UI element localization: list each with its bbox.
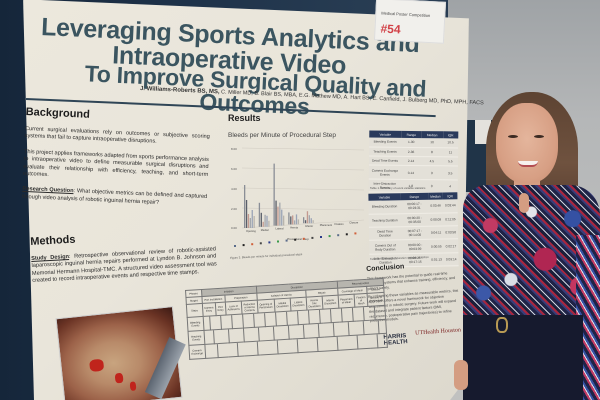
cell: 4.5 <box>421 156 443 167</box>
cell: 8 <box>421 147 443 157</box>
cell: 0:00:55 <box>428 239 444 253</box>
cell: Camera Exchange Events <box>368 165 401 180</box>
table1-caption: Table 1. Summary of event variable stati… <box>370 186 426 190</box>
cell: Bleeding Duration <box>368 200 401 214</box>
cell: 10 <box>421 138 443 148</box>
cell: 00:00:00 - 00:03:09 <box>401 239 430 254</box>
event-stats-table: Variable Range Median IQR Bleeding Event… <box>368 130 459 194</box>
eye <box>508 135 518 138</box>
chart-legend <box>234 232 357 247</box>
row-label: Steps <box>186 303 203 318</box>
cell: 4 <box>442 179 458 194</box>
bleed-marker <box>89 358 105 373</box>
svg-text:Closure: Closure <box>349 221 358 225</box>
step-cell: Fixation of Mesh <box>354 293 368 308</box>
timeline-table: Phases Initiation Dissection Reconstruct… <box>185 278 388 360</box>
svg-text:Fixation: Fixation <box>335 222 345 226</box>
bleed-marker <box>114 372 124 384</box>
svg-text:4.00: 4.00 <box>231 187 237 191</box>
svg-text:0.00: 0.00 <box>231 226 237 230</box>
surgical-video-still <box>55 306 186 400</box>
chart-bars <box>244 163 314 228</box>
cell: 2-14 <box>400 156 422 166</box>
bar-chart-svg: 8.00 6.00 4.00 2.00 0.00 Opening Medial Latera… <box>231 147 365 247</box>
results-heading: Results <box>228 113 261 123</box>
background-section: Background Current surgical evaluations … <box>22 106 211 209</box>
step-cell: Reduction of Hernia Contents <box>241 300 258 315</box>
eye <box>534 135 544 138</box>
cell: 0:03:58 <box>443 225 459 240</box>
svg-text:Hernia: Hernia <box>290 225 298 229</box>
poster-number-placard: Medical Poster Competition #54 <box>373 0 447 44</box>
step-cell: Lysis of Adhesions <box>225 301 243 316</box>
cell: 0-14 <box>400 165 422 180</box>
presenter-hand <box>454 360 468 390</box>
smile <box>518 161 538 167</box>
placard-label: Medical Poster Competition <box>381 10 431 19</box>
cell: 0:02:17 <box>443 239 459 253</box>
poster-number: #54 <box>380 21 401 37</box>
cell: 11 <box>442 147 459 157</box>
cell: 0:03:46 <box>428 199 444 213</box>
cell: 00:00:17 - 00:23:31 <box>400 199 429 214</box>
cell: 00:07:17 - 00:14:08 <box>400 226 429 241</box>
cell: 3 <box>420 165 443 180</box>
cell: 10.5 <box>442 138 459 148</box>
step-cell: Closure of Peritoneum <box>367 292 386 307</box>
cell: 0:11:05 <box>443 212 458 226</box>
blouse-keyhole <box>519 193 529 213</box>
x-axis-title: Procedural Step <box>287 237 309 241</box>
step-cell: Placement of Mesh <box>337 294 355 309</box>
x-axis-labels: Opening Medial Lateral Hernia Inferior Placem… <box>246 221 359 233</box>
svg-text:Medial: Medial <box>261 228 269 232</box>
background-para-2: This project applies frameworks adapted … <box>22 148 209 179</box>
svg-text:2.00: 2.00 <box>231 207 237 211</box>
bleed-marker <box>129 381 137 391</box>
table-row: Camera Exchange Events 0-14 3 3.5 <box>368 165 458 180</box>
presenter-face <box>496 103 558 183</box>
row-label: Bleeding Events <box>187 316 204 332</box>
cell: 0:08:09 <box>428 212 444 227</box>
svg-text:Inferior: Inferior <box>305 224 313 228</box>
step-cell: Camera Entry <box>201 302 216 317</box>
cell: Dead Time Duration <box>368 226 402 241</box>
results-section: Results Bleeds per Minute of Procedural … <box>228 113 368 139</box>
chart-title: Bleeds per Minute of Procedural Step <box>228 132 337 139</box>
cell: 5.5 <box>442 156 459 167</box>
institution-logos: HARRIS HEALTH UTHealth Houston <box>383 327 465 363</box>
cell: Dead Time Events <box>368 155 402 166</box>
svg-text:6.00: 6.00 <box>231 167 237 171</box>
procedure-timeline-figure: Phases Initiation Dissection Reconstruct… <box>185 278 388 400</box>
row-label: Camera Exchange <box>188 344 206 360</box>
step-cell: Opening of Peritoneum <box>256 299 275 314</box>
row-label: Teaching Events <box>188 330 205 346</box>
svg-text:Placement: Placement <box>320 223 333 227</box>
step-cell: Lateral Dissection <box>290 297 307 312</box>
cell: 2-36 <box>401 146 422 157</box>
background-para-1: Current surgical evaluations rely on out… <box>24 125 210 146</box>
cell: Bleeding Events <box>369 137 402 147</box>
navy-trousers <box>463 315 583 400</box>
cell: 0:03:44 <box>442 199 458 213</box>
step-cell: Inferior Dissection <box>321 295 339 310</box>
cell: Camera Out of Body Duration <box>369 240 402 254</box>
cell: 00:00:20 - 00:35:08 <box>400 212 429 227</box>
cell: Teaching Duration <box>368 213 401 228</box>
cell: 1-30 <box>401 138 422 148</box>
methods-section: Methods Study Design: Retrospective obse… <box>30 226 217 285</box>
cell: 0:04:11 <box>428 225 444 240</box>
belt-buckle <box>496 317 508 333</box>
step-cell: Medial Dissection <box>274 298 291 313</box>
presenter <box>454 85 600 400</box>
cell: Teaching Events <box>369 146 402 157</box>
svg-text:Opening: Opening <box>246 229 256 233</box>
svg-text:8.00: 8.00 <box>231 147 237 151</box>
cell: 3.5 <box>442 166 458 180</box>
svg-text:Lateral: Lateral <box>276 227 284 231</box>
step-cell: Hernia Sac Dissection <box>305 296 323 311</box>
bleeds-bar-chart: 8.00 6.00 4.00 2.00 0.00 Opening Medial Latera… <box>228 140 368 250</box>
